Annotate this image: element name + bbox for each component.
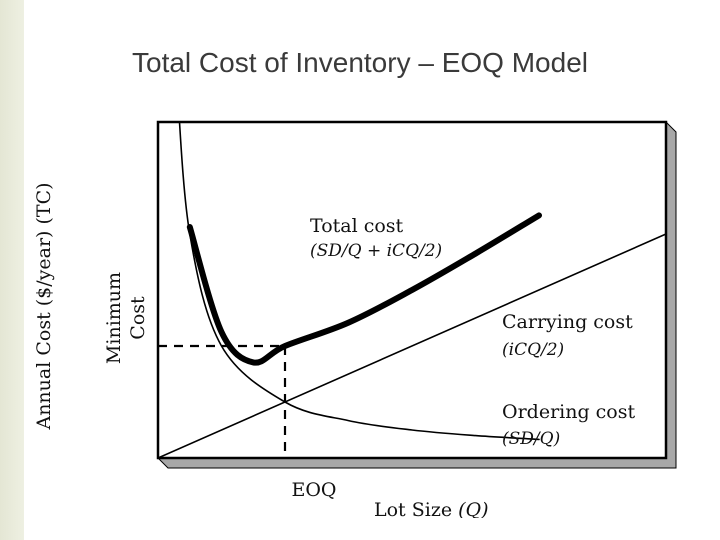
carrying-cost-formula: (iCQ/2)	[502, 340, 564, 360]
ordering-cost-formula: (SD/Q)	[502, 429, 560, 449]
slide-title: Total Cost of Inventory – EOQ Model	[132, 47, 588, 78]
minimum-cost-label-line1: Minimum	[103, 272, 125, 364]
x-axis-label: Lot Size (Q)	[374, 499, 489, 518]
minimum-cost-label-line2: Cost	[127, 296, 149, 340]
total-cost-curve	[186, 212, 542, 366]
eoq-label: EOQ	[291, 479, 336, 501]
carrying-cost-label: Carrying cost	[502, 311, 633, 333]
total-cost-label: Total cost	[310, 215, 404, 237]
eoq-chart: Annual Cost ($/year) (TC) Minimum Cost E…	[33, 120, 677, 521]
slide-side-bar	[0, 0, 24, 540]
total-cost-formula: (SD/Q + iCQ/2)	[310, 241, 442, 261]
carrying-cost-line	[158, 233, 666, 458]
y-axis-label: Annual Cost ($/year) (TC)	[34, 182, 55, 430]
ordering-cost-label: Ordering cost	[502, 401, 635, 423]
eoq-figure: Annual Cost ($/year) (TC) Minimum Cost E…	[33, 118, 682, 521]
